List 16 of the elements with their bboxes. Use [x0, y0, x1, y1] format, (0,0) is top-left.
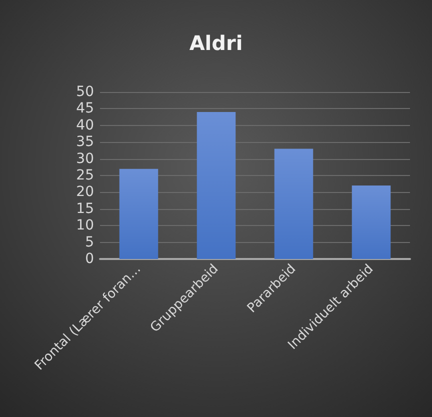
y-tick-label: 35	[76, 134, 94, 150]
y-tick-label: 25	[76, 168, 94, 184]
y-tick-label: 45	[76, 100, 94, 117]
y-tick-label: 10	[76, 218, 94, 234]
y-tick-label: 20	[76, 184, 94, 200]
bar	[274, 148, 314, 259]
y-tick-label: 0	[85, 251, 94, 267]
bar	[352, 186, 391, 259]
y-tick-label: 40	[76, 117, 94, 134]
y-tick-label: 50	[76, 84, 94, 100]
bar	[196, 112, 236, 259]
y-tick-label: 15	[76, 200, 94, 217]
y-tick-label: 30	[76, 150, 94, 167]
y-tick-label: 5	[85, 234, 94, 250]
bar	[119, 168, 158, 259]
chart-title: Aldri	[189, 31, 243, 55]
